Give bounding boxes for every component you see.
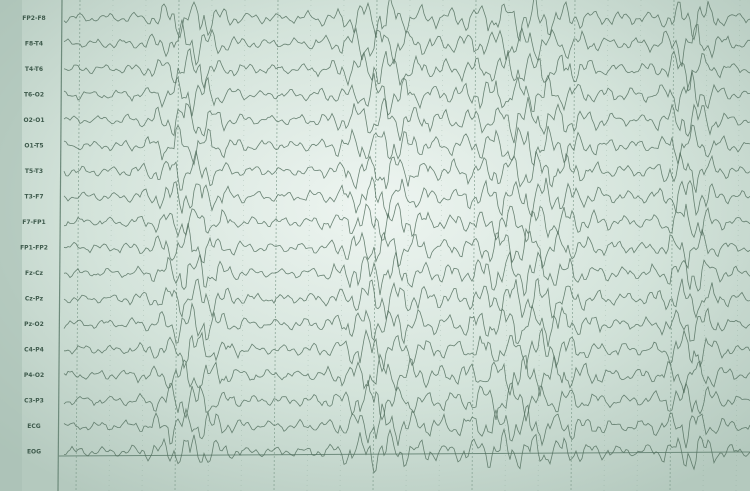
major-grid-line — [174, 0, 180, 491]
minor-grid-line — [735, 0, 741, 491]
paper-edge — [0, 0, 22, 491]
eeg-trace — [63, 380, 750, 422]
eeg-trace — [63, 353, 750, 397]
channel-label: C4-P4 — [24, 347, 44, 354]
channel-labels: FP2-F8 F8-T4 T4-T6 T6-O2 O2-O1 O1-T5 T5-T3 T3-F… — [20, 15, 48, 456]
major-grid-line — [372, 0, 378, 491]
channel-label: T5-T3 — [25, 168, 43, 175]
channel-label: C3-P3 — [24, 398, 44, 405]
eeg-trace — [63, 277, 750, 321]
minor-grid-line — [207, 0, 213, 491]
minor-grid-line — [603, 0, 609, 491]
minor-grid-line — [504, 0, 510, 491]
channel-label: EOG — [27, 449, 41, 456]
eeg-trace — [63, 124, 750, 167]
eeg-trace — [63, 403, 750, 449]
traces — [63, 0, 750, 474]
eeg-trace — [63, 97, 750, 144]
eeg-trace — [63, 70, 750, 117]
channel-label: O2-O1 — [23, 117, 44, 124]
label-divider — [57, 0, 63, 491]
eeg-trace — [63, 250, 750, 297]
minor-grid-line — [306, 0, 312, 491]
eeg-trace — [63, 150, 750, 193]
minor-grid-line — [702, 0, 708, 491]
channel-label: T3-F7 — [24, 194, 43, 201]
major-grid-line — [669, 0, 675, 491]
channel-label: FP1-FP2 — [20, 245, 48, 252]
eeg-trace — [63, 19, 750, 67]
major-grid-line — [75, 0, 81, 491]
eeg-trace — [63, 223, 750, 270]
eeg-trace — [64, 327, 750, 373]
eeg-trace — [63, 0, 750, 42]
eeg-trace — [63, 202, 750, 243]
eeg-trace — [63, 176, 750, 219]
eeg-trace — [63, 47, 750, 92]
eeg-trace — [63, 302, 750, 347]
minor-grid-line — [537, 0, 543, 491]
channel-label: T4-T6 — [25, 66, 43, 73]
channel-label: Cz-Pz — [25, 296, 44, 303]
channel-label: O1-T5 — [24, 143, 43, 150]
major-grid-line — [471, 0, 477, 491]
channel-label: ECG — [27, 423, 41, 430]
channel-label: T6-O2 — [24, 92, 44, 99]
channel-label: FP2-F8 — [22, 15, 45, 22]
minor-grid-line — [405, 0, 411, 491]
channel-label: Fz-Cz — [25, 270, 43, 277]
minor-grid-line — [108, 0, 114, 491]
channel-label: P4-O2 — [24, 372, 44, 379]
major-grid-line — [273, 0, 279, 491]
minor-grid-line — [438, 0, 444, 491]
minor-grid-line — [141, 0, 147, 491]
channel-label: F7-FP1 — [22, 219, 45, 226]
channel-label: F8-T4 — [25, 41, 43, 48]
baseline — [57, 451, 750, 457]
channel-label: Pz-O2 — [24, 321, 44, 328]
eeg-trace — [64, 427, 750, 474]
